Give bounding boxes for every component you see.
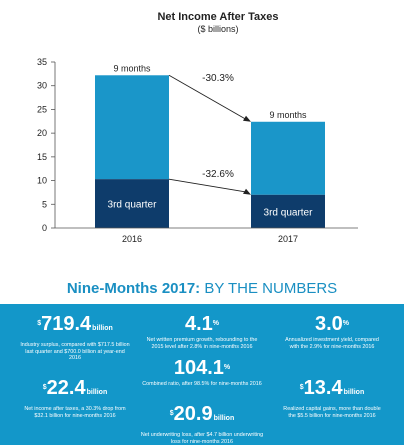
stat-value: $13.4billion bbox=[280, 378, 384, 403]
stats-title-rest: BY THE NUMBERS bbox=[200, 280, 338, 297]
y-tick-label: 10 bbox=[37, 176, 47, 186]
stat-description: Net written premium growth, rebounding t… bbox=[146, 337, 258, 350]
stat-description: Combined ratio, after 98.5% for nine-mon… bbox=[142, 381, 262, 387]
stats-title-bold: Nine-Months 2017: bbox=[66, 280, 201, 297]
nine-months-arrow-line bbox=[168, 74, 246, 120]
quarter-arrow-head bbox=[243, 188, 251, 195]
stat-number: 3.0 bbox=[314, 313, 343, 335]
y-tick-label: 30 bbox=[37, 81, 47, 91]
stat-prefix: $ bbox=[42, 384, 47, 391]
y-tick-label: 5 bbox=[42, 199, 47, 209]
bar-3rd-quarter-2016 bbox=[95, 179, 169, 228]
stat-number: 22.4 bbox=[46, 377, 86, 399]
y-axis: 0 5 10 15 20 25 30 35 bbox=[37, 57, 56, 233]
stat-prefix: $ bbox=[37, 320, 42, 327]
nine-months-change-label: -30.3% bbox=[202, 73, 234, 84]
stats-section-title: Nine-Months 2017: BY THE NUMBERS bbox=[0, 280, 404, 297]
stat-item: 3.0% Annualized investment yield, compare… bbox=[280, 314, 384, 350]
stat-value: $719.4billion bbox=[20, 314, 130, 339]
stat-value: $22.4billion bbox=[20, 378, 130, 403]
stat-description: Net income after taxes, a 30.3% drop fro… bbox=[24, 406, 126, 419]
stat-item: $13.4billion Realized capital gains, more… bbox=[280, 378, 384, 419]
stat-prefix: $ bbox=[299, 384, 304, 391]
stat-item: $719.4billion Industry surplus, compared … bbox=[20, 314, 130, 362]
stat-description: Realized capital gains, more than double… bbox=[283, 406, 381, 419]
stat-item: $20.9billion Net underwriting loss, after… bbox=[140, 404, 264, 445]
quarter-change-label: -32.6% bbox=[202, 169, 234, 180]
stat-item: 4.1% Net written premium growth, reboundi… bbox=[140, 314, 264, 350]
bar-label-3rd-quarter: 3rd quarter bbox=[264, 207, 314, 218]
stat-suffix: % bbox=[212, 320, 220, 327]
y-tick-label: 25 bbox=[37, 104, 47, 114]
bar-label-3rd-quarter: 3rd quarter bbox=[108, 200, 158, 211]
change-annotations: -30.3% -32.6% bbox=[168, 73, 251, 195]
x-tick-label: 2017 bbox=[278, 234, 298, 244]
y-tick-label: 35 bbox=[37, 57, 47, 67]
bars: 9 months 3rd quarter 9 months 3rd quarter bbox=[95, 63, 325, 228]
bar-9-months-2017 bbox=[251, 121, 325, 195]
stat-unit: billion bbox=[92, 325, 113, 332]
stat-description: Industry surplus, compared with $717.5 b… bbox=[20, 342, 130, 362]
stat-value: 104.1% bbox=[140, 358, 264, 378]
stat-number: 4.1 bbox=[184, 313, 213, 335]
stat-suffix: % bbox=[223, 364, 231, 371]
stat-number: 719.4 bbox=[41, 313, 92, 335]
net-income-chart: Net Income After Taxes ($ billions) 0 5 10… bbox=[37, 11, 358, 244]
stat-unit: billion bbox=[213, 415, 235, 422]
y-tick-label: 0 bbox=[42, 223, 47, 233]
stat-description: Net underwriting loss, after $4.7 billio… bbox=[140, 432, 264, 445]
stat-suffix: % bbox=[342, 320, 350, 327]
x-tick-label: 2016 bbox=[122, 234, 142, 244]
bar-label-9-months: 9 months bbox=[269, 110, 307, 120]
y-tick-label: 15 bbox=[37, 152, 47, 162]
stat-prefix: $ bbox=[169, 410, 174, 417]
stat-item: $22.4billion Net income after taxes, a 30… bbox=[20, 378, 130, 419]
stat-item: 104.1% Combined ratio, after 98.5% for ni… bbox=[140, 358, 264, 388]
stat-value: $20.9billion bbox=[140, 404, 264, 429]
x-axis: 2016 2017 bbox=[55, 227, 358, 244]
stat-unit: billion bbox=[343, 389, 365, 396]
nine-months-arrow-head bbox=[243, 115, 251, 122]
bar-9-months-2016 bbox=[95, 75, 169, 180]
bar-3rd-quarter-2017 bbox=[251, 194, 325, 228]
stats-panel: $719.4billion Industry surplus, compared … bbox=[0, 304, 404, 445]
stat-value: 4.1% bbox=[140, 314, 264, 334]
chart-subtitle: ($ billions) bbox=[197, 24, 238, 34]
chart-title: Net Income After Taxes bbox=[157, 11, 278, 23]
stat-number: 20.9 bbox=[173, 403, 213, 425]
y-tick-label: 20 bbox=[37, 128, 47, 138]
stat-number: 13.4 bbox=[303, 377, 343, 399]
stat-value: 3.0% bbox=[280, 314, 384, 334]
stat-unit: billion bbox=[86, 389, 108, 396]
bar-label-9-months: 9 months bbox=[113, 63, 151, 73]
quarter-arrow-line bbox=[168, 178, 246, 193]
stat-description: Annualized investment yield, compared wi… bbox=[285, 337, 379, 350]
stat-number: 104.1 bbox=[173, 357, 224, 379]
